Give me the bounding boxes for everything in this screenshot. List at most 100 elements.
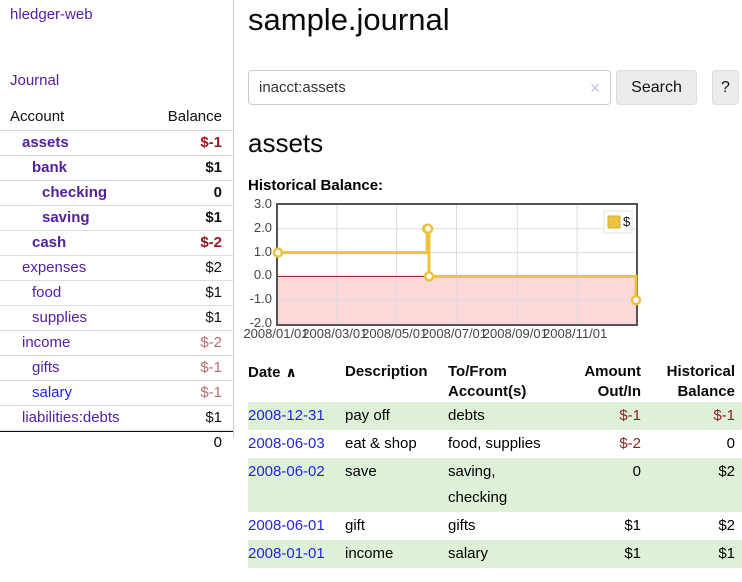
account-balance: $1 — [205, 159, 222, 176]
sidebar-account-row: supplies $1 — [0, 306, 233, 331]
help-button[interactable]: ? — [712, 70, 739, 105]
account-link[interactable]: assets — [22, 134, 69, 151]
transaction-date-link[interactable]: 2008-12-31 — [248, 407, 325, 424]
sidebar-account-row: income $-2 — [0, 331, 233, 356]
y-axis-tick-label: 1.0 — [253, 243, 272, 259]
balance-cell: $-1 — [641, 402, 742, 430]
accounts-cell: food, supplies — [448, 435, 541, 452]
chart-heading: Historical Balance: — [248, 177, 384, 194]
account-link[interactable]: checking — [42, 184, 108, 201]
transaction-date-link[interactable]: 2008-01-01 — [248, 545, 325, 562]
transaction-date-link[interactable]: 2008-06-01 — [248, 517, 325, 534]
amount-cell: $1 — [558, 540, 641, 568]
sidebar-account-row: liabilities:debts $1 — [0, 406, 233, 431]
account-link[interactable]: cash — [32, 234, 67, 251]
sort-ascending-icon: ∧ — [285, 364, 297, 380]
account-link[interactable]: expenses — [22, 259, 87, 276]
description-cell: save — [345, 458, 448, 512]
account-link[interactable]: income — [22, 334, 71, 351]
register-row: 2008-01-01 income salary $1 $1 — [248, 540, 742, 568]
date-cell: 2008-12-31 — [248, 402, 345, 430]
accounts-table-header: Account Balance — [0, 106, 233, 131]
account-link[interactable]: supplies — [32, 309, 88, 326]
historical-balance-chart[interactable]: $ 3.0 2.0 1.0 0.0 -1.0 -2.0 2008/01/01 2008/03/… — [243, 196, 642, 344]
accounts-cell: saving, checking — [448, 458, 558, 512]
date-cell: 2008-06-02 — [248, 458, 345, 512]
sidebar-account-row: bank $1 — [0, 156, 233, 181]
x-axis-tick-label: 2008/07/01 — [421, 326, 488, 341]
date-cell: 2008-06-01 — [248, 512, 345, 540]
account-link[interactable]: food — [32, 284, 62, 301]
x-axis-tick-label: 2008/05/01 — [362, 326, 428, 341]
chart-plot-area[interactable]: $ — [272, 203, 642, 326]
x-axis-tick-label: 2008/03/01 — [302, 326, 368, 341]
accounts-cell: gifts — [448, 517, 476, 534]
balance-column-header: Balance — [167, 108, 222, 125]
register-column-header: Description — [345, 363, 428, 380]
y-axis-tick-label: 0.0 — [253, 267, 272, 283]
account-balance: $-1 — [200, 359, 222, 376]
accounts-sidebar: Account Balance assets $-1 bank $1 checking 0… — [0, 106, 233, 454]
accounts-cell: debts — [448, 402, 558, 430]
account-link[interactable]: gifts — [32, 359, 60, 376]
account-balance: $-2 — [200, 234, 222, 251]
sidebar-divider — [233, 0, 234, 438]
account-link[interactable]: saving — [42, 209, 90, 226]
transaction-date-link[interactable]: 2008-06-03 — [248, 435, 325, 452]
x-axis-tick-label: 2008/09/01 — [482, 326, 548, 341]
account-column-header: Account — [10, 108, 65, 125]
balance-cell: $1 — [641, 540, 742, 568]
account-balance: $-1 — [200, 384, 222, 401]
register-row: 2008-06-01 gift gifts $1 $2 — [248, 512, 742, 540]
register-table: Date ∧ Description To/From Account(s) Amount O… — [248, 362, 742, 568]
x-axis-tick-label: 2008/01/01 — [243, 326, 309, 341]
y-axis-tick-label: -1.0 — [249, 291, 272, 307]
svg-text:$: $ — [623, 214, 631, 229]
clear-search-icon[interactable]: ✕ — [589, 80, 601, 96]
transaction-date-link[interactable]: 2008-06-02 — [248, 463, 325, 480]
search-input[interactable] — [249, 71, 610, 104]
sidebar-account-row: cash $-2 — [0, 231, 233, 256]
account-balance: $1 — [205, 309, 222, 326]
account-balance: $-1 — [200, 134, 222, 151]
amount-cell: $1 — [624, 517, 641, 534]
sidebar-account-row: salary $-1 — [0, 381, 233, 406]
account-heading: assets — [248, 128, 324, 158]
nav-journal-link[interactable]: Journal — [10, 72, 60, 89]
amount-cell: 0 — [558, 458, 641, 512]
sidebar-account-row: gifts $-1 — [0, 356, 233, 381]
register-row: 2008-12-31 pay off debts $-1 $-1 — [248, 402, 742, 430]
account-balance: $1 — [205, 209, 222, 226]
accounts-total-row: 0 — [0, 431, 233, 454]
y-axis-tick-label: -2.0 — [249, 315, 272, 330]
date-cell: 2008-06-03 — [248, 430, 345, 458]
app-title-link[interactable]: hledger-web — [10, 6, 93, 23]
register-header-row: Date ∧ Description To/From Account(s) Amount O… — [248, 362, 742, 402]
account-balance: $2 — [205, 259, 222, 276]
chart-canvas[interactable]: $ — [272, 205, 642, 324]
sidebar-account-row: food $1 — [0, 281, 233, 306]
account-link[interactable]: liabilities:debts — [22, 409, 120, 426]
description-cell: gift — [345, 517, 366, 534]
register-column-header: To/From Account(s) — [448, 363, 527, 400]
search-button[interactable]: Search — [616, 70, 697, 105]
register-column-header: Amount Out/In — [584, 363, 641, 400]
register-column-header: Historical Balance — [666, 363, 735, 400]
page-title: sample.journal — [248, 2, 450, 37]
account-link[interactable]: bank — [32, 159, 68, 176]
account-link[interactable]: salary — [32, 384, 73, 401]
register-column-header[interactable]: Date ∧ — [248, 364, 297, 381]
accounts-cell: salary — [448, 540, 558, 568]
sidebar-account-row: checking 0 — [0, 181, 233, 206]
balance-cell: $2 — [641, 458, 742, 512]
accounts-total-value: 0 — [213, 434, 222, 451]
y-axis-tick-label: 2.0 — [253, 219, 272, 235]
description-cell: income — [345, 540, 448, 568]
sidebar-account-row: assets $-1 — [0, 131, 233, 156]
account-balance: $1 — [205, 409, 222, 426]
search-box: ✕ — [248, 70, 611, 105]
account-balance: $-2 — [200, 334, 222, 351]
accounts-list: assets $-1 bank $1 checking 0 saving $1 cash $-2 e… — [0, 131, 233, 431]
sidebar-account-row: expenses $2 — [0, 256, 233, 281]
